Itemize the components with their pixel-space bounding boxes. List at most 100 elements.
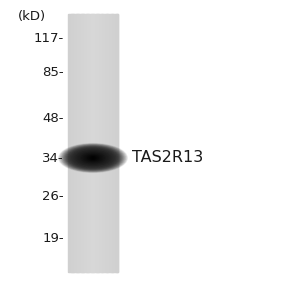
Ellipse shape — [74, 150, 112, 166]
Bar — [76, 14, 78, 272]
Bar — [89, 14, 90, 272]
Bar — [114, 14, 115, 272]
Bar — [116, 14, 118, 272]
Bar — [100, 14, 102, 272]
Ellipse shape — [79, 152, 108, 164]
Ellipse shape — [79, 152, 107, 164]
Ellipse shape — [65, 146, 121, 170]
Ellipse shape — [89, 157, 97, 160]
Bar — [80, 14, 82, 272]
Ellipse shape — [81, 153, 105, 163]
Ellipse shape — [64, 146, 122, 170]
Ellipse shape — [80, 153, 106, 164]
Bar — [98, 14, 99, 272]
Ellipse shape — [59, 144, 127, 172]
Bar — [109, 14, 110, 272]
Bar — [83, 14, 84, 272]
Bar — [82, 14, 83, 272]
Ellipse shape — [71, 149, 115, 167]
Bar — [78, 14, 79, 272]
Ellipse shape — [85, 155, 101, 161]
Bar — [106, 14, 107, 272]
Ellipse shape — [67, 147, 119, 169]
Bar — [91, 14, 92, 272]
Bar — [97, 14, 98, 272]
Bar — [93, 14, 94, 272]
Ellipse shape — [87, 155, 99, 160]
Ellipse shape — [83, 154, 103, 162]
Bar — [101, 14, 103, 272]
Ellipse shape — [90, 157, 96, 159]
Ellipse shape — [77, 151, 109, 165]
Bar — [112, 14, 113, 272]
Ellipse shape — [89, 156, 97, 160]
Bar — [103, 14, 104, 272]
Bar — [84, 14, 85, 272]
Bar — [107, 14, 109, 272]
Ellipse shape — [73, 150, 113, 166]
Bar — [100, 14, 101, 272]
Ellipse shape — [83, 154, 103, 162]
Bar — [96, 14, 98, 272]
Text: TAS2R13: TAS2R13 — [132, 151, 203, 166]
Ellipse shape — [78, 152, 108, 164]
Ellipse shape — [70, 148, 116, 168]
Bar — [110, 14, 112, 272]
Ellipse shape — [81, 153, 105, 163]
Ellipse shape — [72, 149, 114, 167]
Ellipse shape — [87, 155, 99, 161]
Bar — [72, 14, 74, 272]
Ellipse shape — [78, 152, 108, 164]
Bar — [92, 14, 94, 272]
Ellipse shape — [76, 151, 110, 165]
Bar — [111, 14, 113, 272]
Bar — [79, 14, 80, 272]
Ellipse shape — [82, 153, 104, 163]
Bar — [95, 14, 96, 272]
Bar — [87, 14, 88, 272]
Bar — [76, 14, 77, 272]
Text: 48-: 48- — [43, 112, 64, 124]
Bar — [105, 14, 106, 272]
Bar — [104, 14, 105, 272]
Bar — [77, 14, 79, 272]
Ellipse shape — [79, 152, 107, 164]
Ellipse shape — [84, 154, 102, 162]
Ellipse shape — [62, 145, 124, 171]
Bar — [85, 14, 87, 272]
Ellipse shape — [84, 154, 102, 162]
Text: 85-: 85- — [42, 65, 64, 79]
Bar — [106, 14, 108, 272]
Bar — [108, 14, 109, 272]
Text: 34-: 34- — [42, 152, 64, 164]
Bar — [95, 14, 97, 272]
Bar — [117, 14, 119, 272]
Bar — [69, 14, 70, 272]
Ellipse shape — [89, 156, 97, 160]
Bar — [99, 14, 100, 272]
Ellipse shape — [68, 147, 118, 169]
Bar — [70, 14, 72, 272]
Bar — [73, 14, 74, 272]
Ellipse shape — [88, 156, 98, 160]
Ellipse shape — [82, 153, 104, 163]
Bar — [86, 14, 88, 272]
Ellipse shape — [80, 152, 106, 164]
Bar — [110, 14, 111, 272]
Ellipse shape — [85, 155, 100, 161]
Bar — [74, 14, 75, 272]
Bar — [81, 14, 83, 272]
Bar — [94, 14, 95, 272]
Text: 117-: 117- — [34, 32, 64, 44]
Ellipse shape — [76, 151, 110, 165]
Bar — [85, 14, 86, 272]
Ellipse shape — [86, 155, 100, 161]
Ellipse shape — [91, 157, 95, 159]
Ellipse shape — [76, 151, 110, 165]
Bar — [91, 14, 93, 272]
Ellipse shape — [90, 157, 96, 159]
Ellipse shape — [61, 145, 125, 172]
Text: 19-: 19- — [42, 232, 64, 244]
Bar — [75, 14, 76, 272]
Bar — [70, 14, 71, 272]
